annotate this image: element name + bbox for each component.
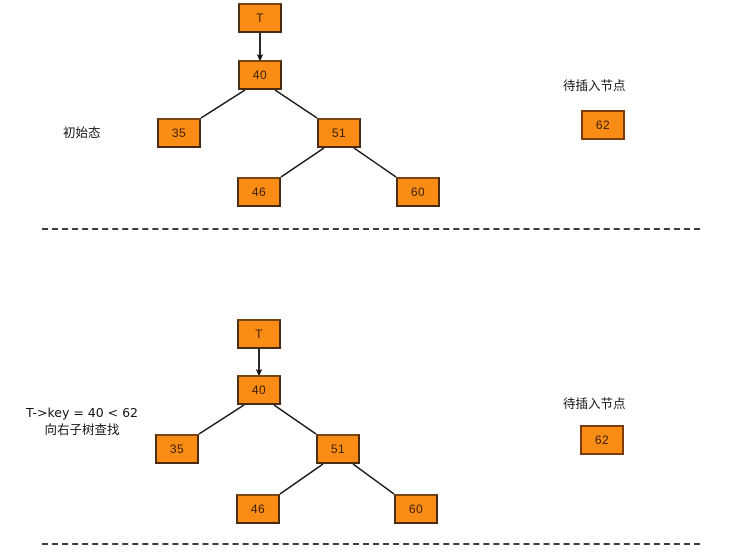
pointer-node-t: T (237, 319, 281, 349)
panel-separator (42, 228, 700, 230)
tree-node-60: 60 (394, 494, 438, 524)
edge-51-46 (279, 463, 324, 495)
pending-node-label: 待插入节点 (563, 78, 626, 93)
caption-line: 向右子树查找 (44, 422, 120, 437)
edge-40-51 (274, 89, 318, 119)
panel-separator (42, 543, 700, 545)
edge-40-51 (273, 404, 317, 435)
pending-node-62: 62 (580, 425, 624, 455)
tree-node-40: 40 (237, 375, 281, 405)
tree-node-46: 46 (237, 177, 281, 207)
panel-caption: T->key = 40 < 62 向右子树查找 (26, 404, 138, 438)
edge-40-35 (200, 89, 246, 119)
tree-node-51: 51 (317, 118, 361, 148)
edge-40-35 (198, 404, 245, 435)
tree-node-60: 60 (396, 177, 440, 207)
panel-caption: 初始态 (63, 124, 101, 141)
tree-node-40: 40 (238, 60, 282, 90)
tree-node-51: 51 (316, 434, 360, 464)
edge-51-60 (353, 147, 397, 178)
edge-51-60 (352, 463, 395, 495)
caption-line: T->key = 40 < 62 (26, 405, 139, 420)
tree-node-46: 46 (236, 494, 280, 524)
pointer-node-t: T (238, 3, 282, 33)
tree-node-35: 35 (155, 434, 199, 464)
pending-node-62: 62 (581, 110, 625, 140)
tree-node-35: 35 (157, 118, 201, 148)
edge-51-46 (280, 147, 325, 178)
caption-line: 初始态 (63, 125, 101, 140)
pending-node-label: 待插入节点 (563, 396, 626, 411)
